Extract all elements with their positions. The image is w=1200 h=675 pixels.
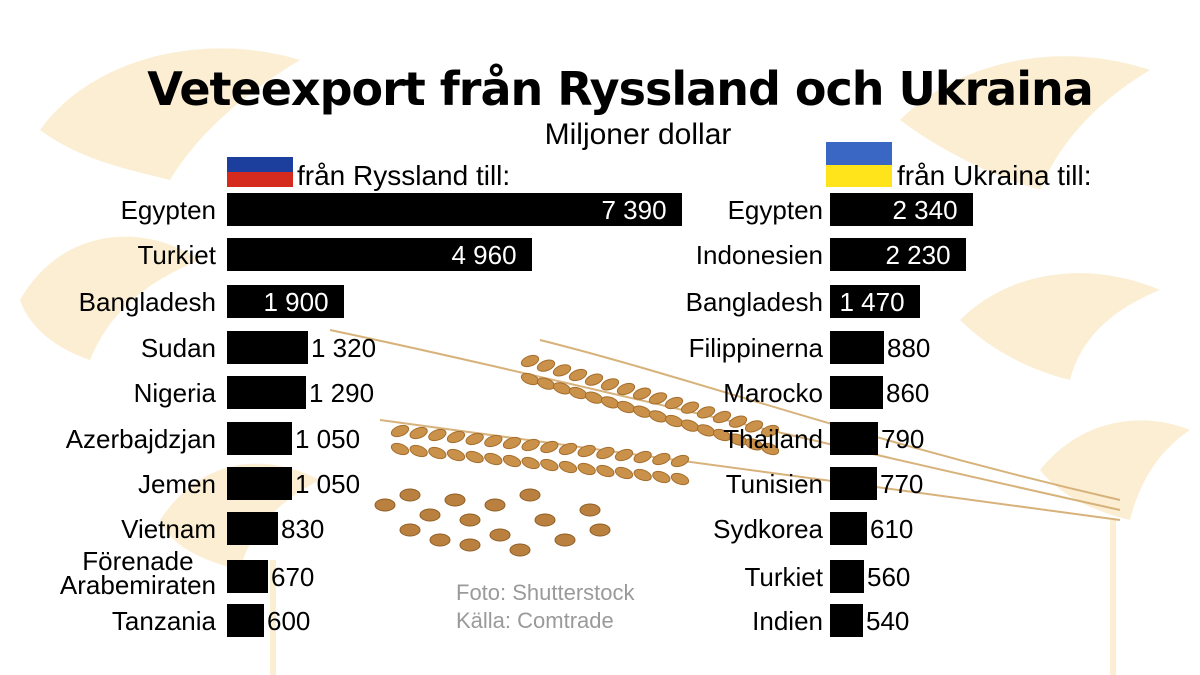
russia-category-label: Bangladesh [78, 287, 216, 317]
ukraine-category-label: Bangladesh [685, 287, 823, 317]
russia-bar [227, 238, 532, 271]
ukraine-value-label: 1 470 [839, 287, 905, 317]
ukraine-value-label: 540 [866, 606, 910, 636]
russia-bar [227, 331, 308, 364]
ukraine-bar [830, 604, 863, 637]
ukraine-value-label: 770 [880, 469, 924, 499]
ukraine-category-label: Sydkorea [713, 514, 823, 544]
photo-credit: Foto: Shutterstock [456, 580, 635, 605]
ukraine-category-label: Turkiet [744, 562, 824, 592]
source-credit: Källa: Comtrade [456, 608, 614, 633]
ukraine-category-label: Indonesien [695, 240, 823, 270]
ukraine-bar [830, 422, 878, 455]
russia-category-label: Egypten [120, 195, 216, 225]
ukraine-value-label: 2 230 [885, 240, 951, 270]
russia-category-label: Förenade Arabemiraten [59, 546, 216, 600]
russia-value-label: 1 290 [309, 378, 375, 408]
russia-value-label: 1 050 [295, 469, 361, 499]
russia-value-label: 4 960 [451, 240, 517, 270]
ukraine-bar [830, 376, 883, 409]
ukraine-category-label: Thailand [723, 424, 823, 454]
ukraine-bar [830, 331, 884, 364]
ukraine-bar [830, 285, 920, 318]
ukraine-flag-icon [826, 142, 892, 187]
russia-category-label-line: Arabemiraten [59, 570, 216, 600]
russia-value-label: 1 900 [263, 287, 329, 317]
ukraine-value-label: 2 340 [892, 195, 958, 225]
ukraine-bar [830, 467, 877, 500]
russia-category-label: Turkiet [137, 240, 217, 270]
ukraine-category-label: Filippinerna [688, 333, 823, 363]
russia-value-label: 830 [281, 514, 325, 544]
ukraine-value-label: 860 [886, 378, 930, 408]
russia-value-label: 7 390 [601, 195, 667, 225]
russia-category-label-line: Förenade [82, 546, 194, 576]
russia-bar [227, 560, 268, 593]
chart-title: Veteexport från Ryssland och Ukraina [147, 62, 1094, 116]
ukraine-category-label: Marocko [723, 378, 823, 408]
chart-subtitle: Miljoner dollar [544, 118, 732, 151]
ukraine-category-label: Egypten [727, 195, 823, 225]
ukraine-category-label: Tunisien [725, 469, 823, 499]
russia-panel-header: från Ryssland till: [297, 160, 511, 191]
russia-bar [227, 376, 306, 409]
ukraine-value-label: 560 [867, 562, 911, 592]
russia-value-label: 1 050 [295, 424, 361, 454]
ukraine-bar [830, 193, 973, 226]
ukraine-category-label: Indien [752, 606, 823, 636]
russia-value-label: 1 320 [311, 333, 377, 363]
russia-category-label: Azerbajdzjan [65, 424, 216, 454]
russia-category-label: Jemen [137, 469, 216, 499]
russia-bar [227, 467, 292, 500]
russia-category-label: Vietnam [121, 514, 216, 544]
russia-category-label: Nigeria [133, 378, 216, 408]
ukraine-bar [830, 560, 864, 593]
russia-bar [227, 604, 264, 637]
ukraine-value-label: 880 [887, 333, 931, 363]
russia-category-label: Sudan [140, 333, 216, 363]
russia-value-label: 600 [267, 606, 311, 636]
russia-bar [227, 193, 682, 226]
ukraine-value-label: 790 [881, 424, 925, 454]
russia-bar [227, 422, 292, 455]
ukraine-bar [830, 512, 867, 545]
ukraine-panel-header: från Ukraina till: [897, 160, 1092, 191]
ukraine-bar [830, 238, 966, 271]
russia-bar [227, 285, 344, 318]
ukraine-value-label: 610 [870, 514, 914, 544]
russia-bar [227, 512, 278, 545]
russia-value-label: 670 [271, 562, 315, 592]
russia-flag-icon [227, 142, 293, 187]
russia-category-label: Tanzania [111, 606, 216, 636]
